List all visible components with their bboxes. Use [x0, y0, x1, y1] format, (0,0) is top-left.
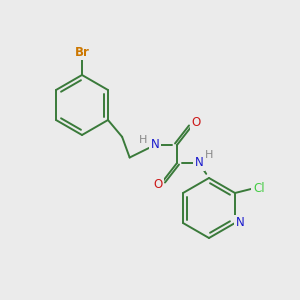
Text: N: N	[151, 139, 159, 152]
Text: Br: Br	[75, 46, 89, 59]
Text: O: O	[191, 116, 201, 130]
Text: H: H	[205, 150, 213, 160]
Text: N: N	[236, 217, 244, 230]
Text: O: O	[153, 178, 163, 191]
Text: N: N	[195, 157, 203, 169]
Text: H: H	[139, 135, 147, 145]
Text: Cl: Cl	[253, 182, 265, 196]
